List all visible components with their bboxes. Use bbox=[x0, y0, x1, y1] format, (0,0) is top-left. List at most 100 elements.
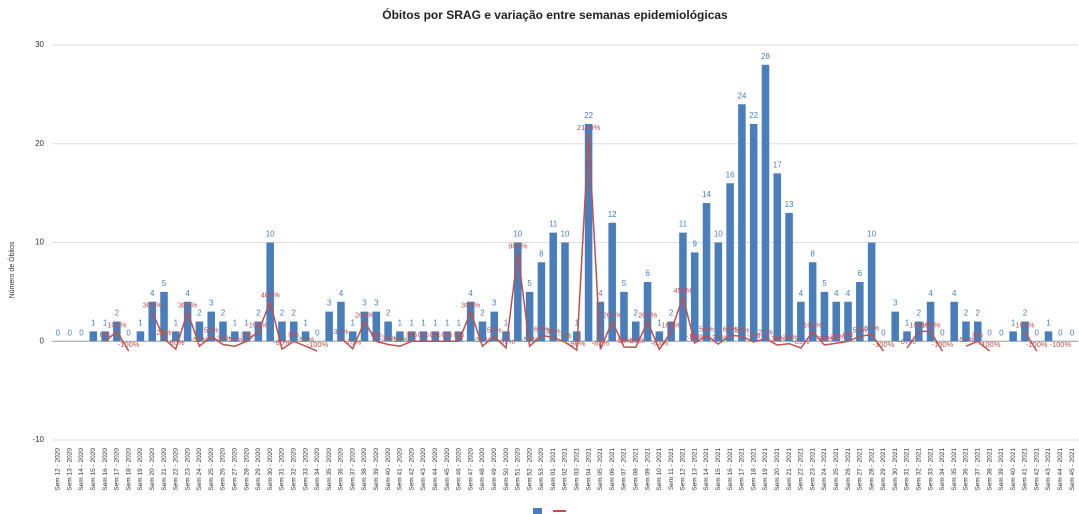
x-tick-label: Sem 12 - 2020 bbox=[55, 448, 62, 491]
line-value-label: 0% bbox=[442, 330, 453, 339]
line-value-label: 50% bbox=[734, 325, 749, 334]
line-value-label: -38% bbox=[816, 334, 834, 343]
x-tick-label: Sem 36 - 2020 bbox=[338, 448, 345, 491]
y-tick-label: -10 bbox=[32, 435, 44, 444]
x-tick-label: Sem 51 - 2020 bbox=[515, 448, 522, 491]
bar-value-label: 3 bbox=[893, 299, 898, 308]
bar bbox=[301, 331, 310, 342]
x-tick-label: Sem 40 - 2021 bbox=[1010, 448, 1017, 491]
bar bbox=[195, 321, 204, 342]
x-tick-label: Sem 17 - 2021 bbox=[739, 448, 746, 491]
bar-value-label: 1 bbox=[409, 318, 414, 327]
bar-value-label: 10 bbox=[867, 230, 876, 239]
bar bbox=[962, 321, 970, 342]
x-tick-label: Sem 30 - 2020 bbox=[267, 448, 274, 491]
line-value-label: 33% bbox=[333, 327, 348, 336]
line-value-label: -82% bbox=[592, 338, 610, 347]
line-value-label: 38% bbox=[546, 326, 561, 335]
x-tick-label: Sem 26 - 2021 bbox=[845, 448, 852, 491]
bar bbox=[407, 331, 416, 342]
bar-value-label: 10 bbox=[513, 230, 522, 239]
bar bbox=[160, 291, 168, 342]
x-tick-label: Sem 32 - 2021 bbox=[916, 448, 923, 491]
x-tick-label: Sem 33 - 2020 bbox=[302, 448, 309, 491]
bar-value-label: 5 bbox=[527, 279, 532, 288]
bar-value-label: 2 bbox=[669, 309, 674, 318]
bar-value-label: 0 bbox=[79, 328, 84, 337]
bar-value-label: 1 bbox=[244, 318, 249, 327]
bar bbox=[785, 212, 793, 342]
line-value-label: 50% bbox=[204, 325, 219, 334]
x-tick-label: Sem 19 - 2020 bbox=[137, 448, 144, 491]
bar-value-label: 5 bbox=[822, 279, 827, 288]
bar bbox=[231, 331, 239, 342]
bar bbox=[832, 301, 841, 342]
bar-value-label: 10 bbox=[714, 230, 723, 239]
bar bbox=[856, 282, 864, 342]
x-tick-label: Sem 13 - 2021 bbox=[691, 448, 698, 491]
x-tick-label: Sem 31 - 2021 bbox=[904, 448, 911, 491]
bar-value-label: 5 bbox=[622, 279, 627, 288]
bar-value-label: 1 bbox=[421, 318, 426, 327]
line-value-label: -33% bbox=[214, 333, 232, 342]
bar bbox=[950, 301, 958, 342]
line-value-label: -50% bbox=[191, 335, 209, 344]
x-tick-label: Sem 22 - 2020 bbox=[173, 448, 180, 491]
x-tick-label: Sem 47 - 2020 bbox=[467, 448, 474, 491]
x-tick-label: Sem 48 - 2020 bbox=[479, 448, 486, 491]
bar bbox=[431, 331, 440, 342]
bar-value-label: 6 bbox=[858, 269, 863, 278]
x-tick-label: Sem 38 - 2021 bbox=[986, 448, 993, 491]
bar bbox=[726, 183, 734, 342]
line-value-label: 27% bbox=[758, 328, 773, 337]
bar-value-label: 0 bbox=[1070, 328, 1075, 337]
bar-value-label: 0 bbox=[999, 328, 1004, 337]
bar bbox=[973, 321, 982, 342]
bar-value-label: 8 bbox=[810, 249, 815, 258]
bar-value-label: 4 bbox=[185, 289, 190, 298]
bar bbox=[372, 311, 381, 342]
line-value-label: -9% bbox=[558, 331, 572, 340]
line-value-label: 0% bbox=[100, 330, 111, 339]
bar-value-label: 22 bbox=[584, 111, 593, 120]
line-value-label: -90% bbox=[568, 339, 586, 348]
line-value-label: -67% bbox=[497, 337, 515, 346]
x-tick-label: Sem 15 - 2021 bbox=[715, 448, 722, 491]
x-tick-label: Sem 21 - 2020 bbox=[161, 448, 168, 491]
x-tick-label: Sem 10 - 2021 bbox=[656, 448, 663, 491]
x-tick-label: Sem 23 - 2021 bbox=[809, 448, 816, 491]
line-value-label: -100% bbox=[307, 340, 329, 349]
line-value-label: 200% bbox=[603, 310, 623, 319]
bar-value-label: 11 bbox=[549, 220, 558, 229]
x-tick-label: Sem 35 - 2021 bbox=[951, 448, 958, 491]
line-value-label: -100% bbox=[873, 340, 895, 349]
bar-value-label: 24 bbox=[737, 91, 746, 100]
x-tick-label: Sem 25 - 2020 bbox=[208, 448, 215, 491]
x-tick-label: Sem 34 - 2021 bbox=[939, 448, 946, 491]
bar bbox=[289, 321, 298, 342]
bar-value-label: 0 bbox=[315, 328, 320, 337]
bar bbox=[655, 331, 664, 342]
line-value-label: 100% bbox=[803, 320, 823, 329]
x-tick-label: Sem 28 - 2020 bbox=[243, 448, 250, 491]
x-tick-label: Sem 35 - 2020 bbox=[326, 448, 333, 491]
bar bbox=[608, 222, 616, 342]
x-tick-label: Sem 28 - 2021 bbox=[868, 448, 875, 491]
bar bbox=[490, 311, 499, 342]
x-tick-label: Sem 42 - 2021 bbox=[1033, 448, 1040, 491]
x-tick-label: Sem 11 - 2021 bbox=[668, 448, 675, 491]
line-value-label: 2100% bbox=[577, 123, 601, 132]
bar-value-label: 1 bbox=[350, 318, 355, 327]
x-tick-label: Sem 27 - 2020 bbox=[232, 448, 239, 491]
x-tick-label: Sem 18 - 2021 bbox=[750, 448, 757, 491]
x-tick-label: Sem 04 - 2021 bbox=[585, 448, 592, 491]
line-value-label: -83% bbox=[651, 338, 669, 347]
bar-value-label: 0 bbox=[1034, 328, 1039, 337]
bar-value-label: 2 bbox=[292, 309, 297, 318]
bar-value-label: 1 bbox=[433, 318, 438, 327]
legend-swatch bbox=[533, 508, 542, 514]
line-value-label: -67% bbox=[898, 337, 916, 346]
bar-value-label: 22 bbox=[749, 111, 758, 120]
x-tick-label: Sem 40 - 2020 bbox=[385, 448, 392, 491]
bar bbox=[549, 232, 557, 342]
